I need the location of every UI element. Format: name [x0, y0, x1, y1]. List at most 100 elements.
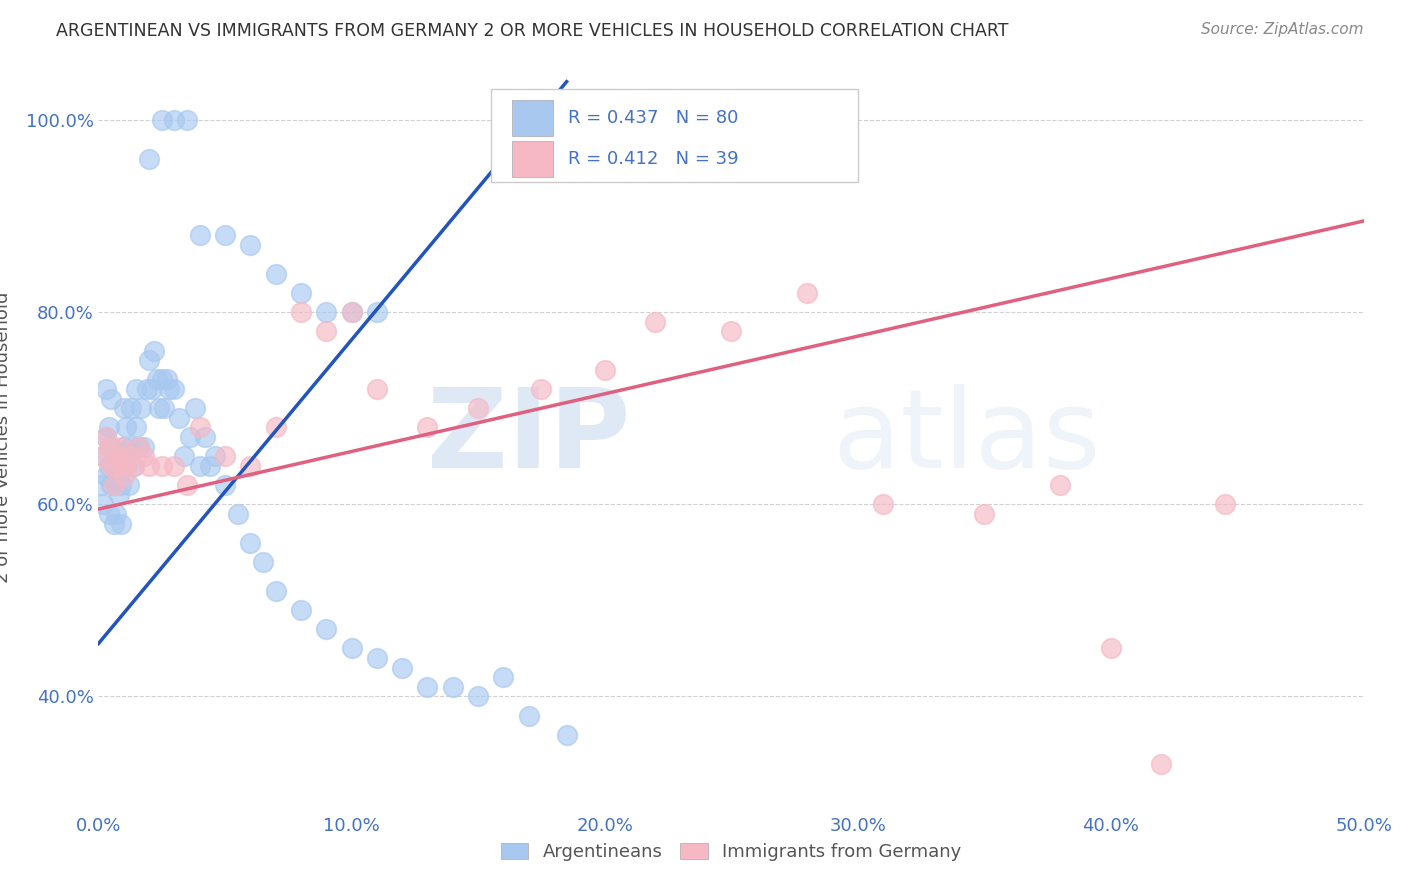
- Point: [112, 401, 135, 416]
- Point: [138, 458, 160, 473]
- Point: [103, 516, 125, 531]
- Point: [492, 670, 515, 684]
- Point: [132, 450, 155, 464]
- Point: [148, 401, 170, 416]
- Point: [290, 603, 312, 617]
- Point: [94, 382, 117, 396]
- Point: [132, 440, 155, 454]
- Point: [517, 708, 540, 723]
- Bar: [512, 141, 553, 178]
- Point: [530, 382, 553, 396]
- Point: [239, 535, 262, 549]
- Point: [204, 450, 226, 464]
- Point: [100, 458, 122, 473]
- Point: [150, 113, 173, 128]
- Point: [141, 382, 163, 396]
- Point: [138, 353, 160, 368]
- Point: [264, 267, 287, 281]
- Point: [107, 488, 129, 502]
- Point: [100, 478, 122, 492]
- Point: [214, 228, 236, 243]
- Point: [467, 401, 489, 416]
- Point: [138, 152, 160, 166]
- Point: [100, 440, 122, 454]
- Point: [94, 430, 117, 444]
- Point: [94, 468, 117, 483]
- Point: [150, 458, 173, 473]
- Point: [153, 401, 176, 416]
- Point: [416, 420, 439, 434]
- Point: [366, 651, 388, 665]
- Point: [110, 516, 132, 531]
- Point: [1099, 641, 1122, 656]
- Point: [188, 228, 211, 243]
- Point: [128, 440, 150, 454]
- Point: [555, 728, 578, 742]
- Point: [467, 690, 489, 704]
- Point: [183, 401, 205, 416]
- Point: [315, 305, 337, 319]
- Point: [112, 468, 135, 483]
- Point: [118, 478, 141, 492]
- Point: [796, 285, 818, 300]
- Point: [90, 478, 112, 492]
- Point: [1049, 478, 1071, 492]
- Point: [156, 372, 179, 386]
- Point: [173, 450, 195, 464]
- Point: [97, 440, 120, 454]
- Point: [131, 401, 153, 416]
- Text: R = 0.412   N = 39: R = 0.412 N = 39: [568, 150, 738, 168]
- Point: [720, 325, 742, 339]
- Point: [252, 555, 274, 569]
- Point: [157, 382, 180, 396]
- FancyBboxPatch shape: [491, 88, 858, 182]
- Point: [214, 450, 236, 464]
- Point: [169, 410, 191, 425]
- Point: [110, 440, 132, 454]
- Point: [115, 458, 138, 473]
- Point: [97, 507, 120, 521]
- Point: [100, 392, 122, 406]
- Text: R = 0.437   N = 80: R = 0.437 N = 80: [568, 109, 738, 127]
- Point: [198, 458, 221, 473]
- Point: [264, 583, 287, 598]
- Point: [120, 401, 142, 416]
- Point: [340, 305, 363, 319]
- Point: [143, 343, 166, 358]
- Point: [973, 507, 995, 521]
- Point: [135, 382, 157, 396]
- Point: [226, 507, 249, 521]
- Point: [214, 478, 236, 492]
- Point: [340, 641, 363, 656]
- Point: [107, 450, 129, 464]
- Point: [105, 458, 128, 473]
- Point: [120, 440, 142, 454]
- Point: [163, 382, 186, 396]
- Point: [94, 430, 117, 444]
- Point: [1150, 756, 1173, 771]
- Point: [93, 450, 115, 464]
- Point: [93, 497, 115, 511]
- Point: [179, 430, 201, 444]
- Point: [145, 372, 167, 386]
- Point: [315, 622, 337, 636]
- Text: atlas: atlas: [832, 384, 1101, 491]
- Point: [176, 113, 198, 128]
- Point: [290, 285, 312, 300]
- Point: [290, 305, 312, 319]
- Point: [103, 478, 125, 492]
- Point: [122, 458, 145, 473]
- Point: [644, 315, 666, 329]
- Point: [163, 113, 186, 128]
- Point: [366, 305, 388, 319]
- Point: [315, 325, 337, 339]
- Point: [194, 430, 217, 444]
- Point: [416, 680, 439, 694]
- Point: [128, 440, 150, 454]
- Point: [176, 478, 198, 492]
- Point: [93, 450, 115, 464]
- Text: ZIP: ZIP: [426, 384, 630, 491]
- Point: [593, 363, 616, 377]
- Point: [115, 420, 138, 434]
- Point: [366, 382, 388, 396]
